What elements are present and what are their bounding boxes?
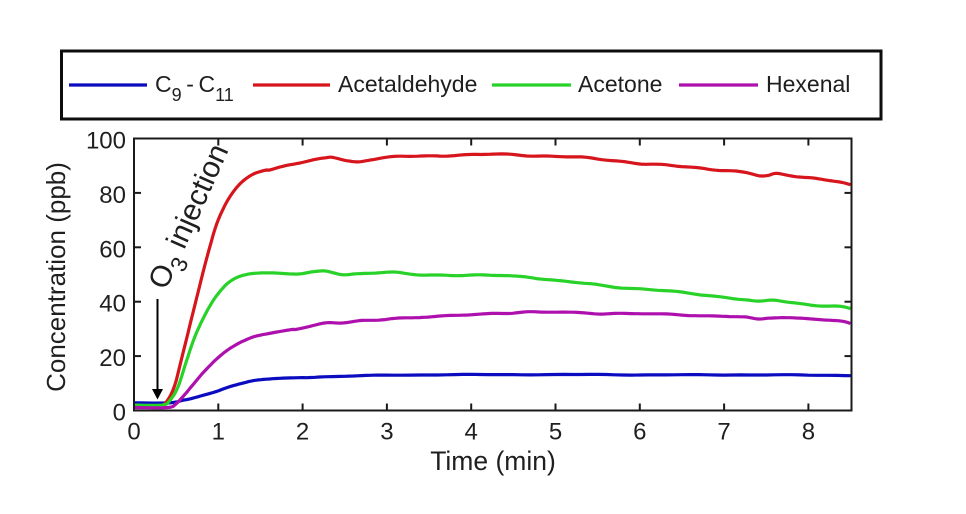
svg-text:20: 20	[99, 345, 126, 372]
svg-text:6: 6	[633, 419, 646, 446]
svg-text:Time (min): Time (min)	[430, 446, 556, 476]
svg-text:Hexenal: Hexenal	[766, 71, 850, 97]
svg-text:40: 40	[99, 291, 126, 318]
svg-text:Concentration (ppb): Concentration (ppb)	[41, 162, 71, 392]
svg-text:8: 8	[802, 419, 815, 446]
svg-text:0: 0	[113, 400, 126, 427]
svg-text:Acetaldehyde: Acetaldehyde	[338, 71, 477, 97]
svg-text:3: 3	[380, 419, 393, 446]
svg-text:4: 4	[465, 419, 478, 446]
svg-text:Acetone: Acetone	[578, 71, 662, 97]
svg-text:2: 2	[296, 419, 309, 446]
svg-text:80: 80	[99, 182, 126, 209]
svg-text:1: 1	[212, 419, 225, 446]
svg-text:60: 60	[99, 236, 126, 263]
svg-text:100: 100	[86, 128, 126, 155]
svg-text:5: 5	[549, 419, 562, 446]
svg-text:0: 0	[127, 419, 140, 446]
svg-text:7: 7	[717, 419, 730, 446]
